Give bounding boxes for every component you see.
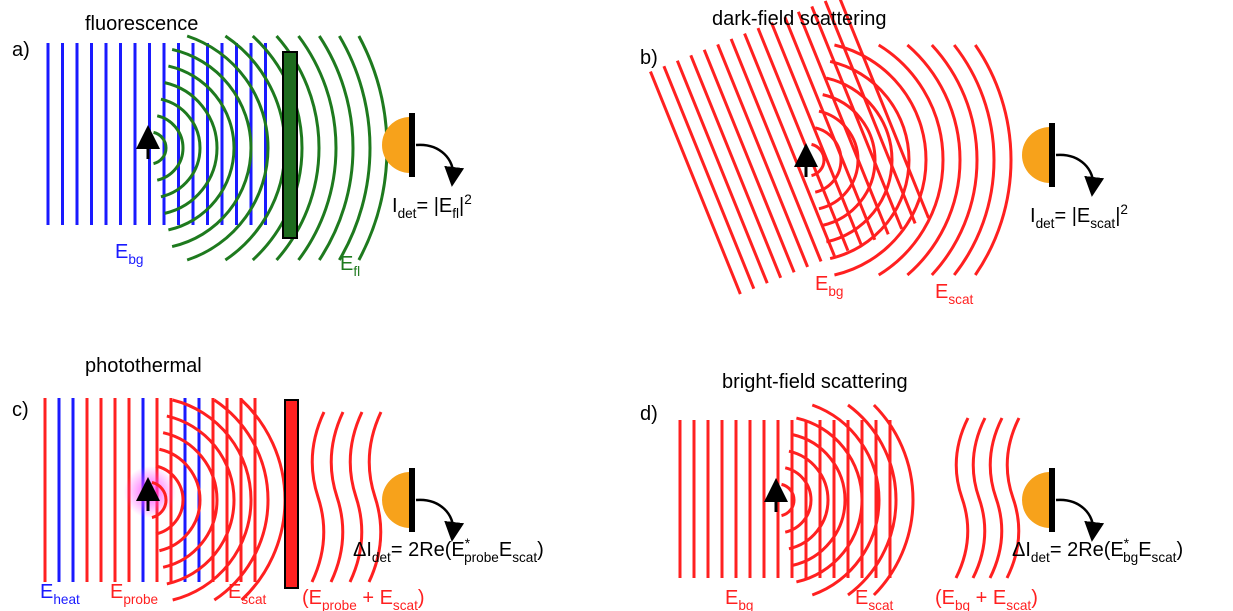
sum-wave [990, 418, 1002, 578]
field-label-part: E [815, 273, 828, 295]
panel-title: fluorescence [85, 13, 198, 35]
field-label-part: E [40, 581, 53, 603]
field-label-part: E [228, 581, 241, 603]
field-label: Eprobe [110, 581, 158, 607]
field-label-part: scat [241, 592, 266, 607]
field-label-part: heat [53, 592, 80, 607]
field-label-part: probe [322, 598, 357, 611]
formula-part: det [398, 206, 417, 221]
formula-part: fl [452, 206, 459, 221]
field-label: Escat [935, 281, 973, 307]
field-label-part: fl [353, 264, 360, 279]
field-label-part: E [855, 587, 868, 609]
panel-label: a) [12, 39, 30, 61]
panel-title: bright-field scattering [722, 371, 908, 393]
field-label-part: + E [970, 587, 1006, 609]
formula-part: det [1036, 216, 1055, 231]
formula-part: det [372, 550, 391, 565]
field-label-part: E [110, 581, 123, 603]
field-label: Ebg [115, 241, 143, 267]
sum-wave [312, 412, 324, 582]
heat-glow [124, 466, 176, 518]
field-label-part: bg [128, 252, 143, 267]
formula-part: ΔI [353, 539, 372, 561]
field-label: Eheat [40, 581, 80, 607]
formula: Idet= |Efl|2 [392, 192, 472, 221]
formula-part: E [1138, 539, 1151, 561]
formula-part: * [1124, 536, 1130, 551]
scatter-wave [298, 36, 336, 260]
formula-part: ) [537, 539, 544, 561]
formula-part: = |E [1054, 205, 1090, 227]
tilted-field [650, 0, 928, 294]
field-label: Escat [855, 587, 893, 611]
field-label-part: E [340, 253, 353, 275]
panel-title: dark-field scattering [712, 8, 887, 30]
formula-part: scat [1152, 550, 1177, 565]
field-label-part: E [115, 241, 128, 263]
panel-label: b) [640, 47, 658, 69]
sum-wave [973, 418, 985, 578]
scatter-wave [339, 36, 370, 260]
figure: a)fluorescenceEbgEflIdet= |Efl|2b)dark-f… [0, 0, 1233, 611]
field-label-part: probe [123, 592, 158, 607]
field-label: (Ebg + Escat) [935, 587, 1038, 611]
formula-part: probe [464, 550, 499, 565]
field-label: Ebg [815, 273, 843, 299]
field-label-part: scat [1006, 598, 1031, 611]
field-label-part: (E [302, 587, 322, 609]
scatter-wave [834, 45, 926, 275]
formula-part: bg [1123, 550, 1138, 565]
sum-wave [331, 412, 343, 582]
detector-arrow [1056, 155, 1093, 187]
formula: Idet= |Escat|2 [1030, 202, 1128, 231]
formula-part: scat [512, 550, 537, 565]
detector [1022, 472, 1050, 528]
filter [285, 400, 298, 588]
field-label-part: (E [935, 587, 955, 609]
formula-part: = 2Re(E [1050, 539, 1124, 561]
detector-arrow [416, 500, 453, 532]
formula-part: 2 [464, 192, 472, 207]
field-label-part: ) [418, 587, 425, 609]
field-label-part: scat [948, 292, 973, 307]
panel-title: photothermal [85, 355, 202, 377]
detector-bar [1049, 123, 1055, 187]
field-label-part: ) [1031, 587, 1038, 609]
field-label-part: bg [738, 598, 753, 611]
formula-part: * [465, 536, 471, 551]
formula: ΔIdet= 2Re(E*bgEscat) [1012, 536, 1183, 565]
field-label: (Eprobe + Escat) [302, 587, 425, 611]
detector [1022, 127, 1050, 183]
field-label-part: E [935, 281, 948, 303]
scatter-wave [242, 400, 285, 600]
formula-part: = |E [416, 195, 452, 217]
field-label-part: scat [868, 598, 893, 611]
panel-label: d) [640, 403, 658, 425]
detector-bar [409, 113, 415, 177]
field-label: Efl [340, 253, 360, 279]
detector-arrow [1056, 500, 1093, 532]
sum-wave [956, 418, 968, 578]
formula-part: 2 [1120, 202, 1128, 217]
detector [382, 472, 410, 528]
field-label-part: scat [393, 598, 418, 611]
field-label: Ebg [725, 587, 753, 611]
detector-bar [409, 468, 415, 532]
field-label: Escat [228, 581, 266, 607]
formula-part: = 2Re(E [391, 539, 465, 561]
formula-part: E [499, 539, 512, 561]
field-label-part: bg [828, 284, 843, 299]
formula-part: scat [1090, 216, 1115, 231]
field-label-part: bg [955, 598, 970, 611]
formula-part: det [1031, 550, 1050, 565]
field-label-part: + E [357, 587, 393, 609]
field-label-part: E [725, 587, 738, 609]
detector-bar [1049, 468, 1055, 532]
panel-label: c) [12, 399, 29, 421]
detector-arrow [416, 145, 453, 177]
formula-part: ΔI [1012, 539, 1031, 561]
formula-part: ) [1176, 539, 1183, 561]
filter [283, 52, 297, 238]
